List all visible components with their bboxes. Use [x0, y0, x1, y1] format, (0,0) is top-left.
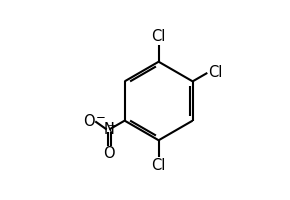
- Text: Cl: Cl: [151, 158, 166, 173]
- Text: Cl: Cl: [151, 29, 166, 44]
- Text: N: N: [104, 122, 115, 137]
- Text: +: +: [108, 121, 117, 131]
- Text: O: O: [83, 114, 95, 129]
- Text: Cl: Cl: [208, 65, 222, 80]
- Text: O: O: [104, 146, 115, 161]
- Text: −: −: [95, 111, 105, 124]
